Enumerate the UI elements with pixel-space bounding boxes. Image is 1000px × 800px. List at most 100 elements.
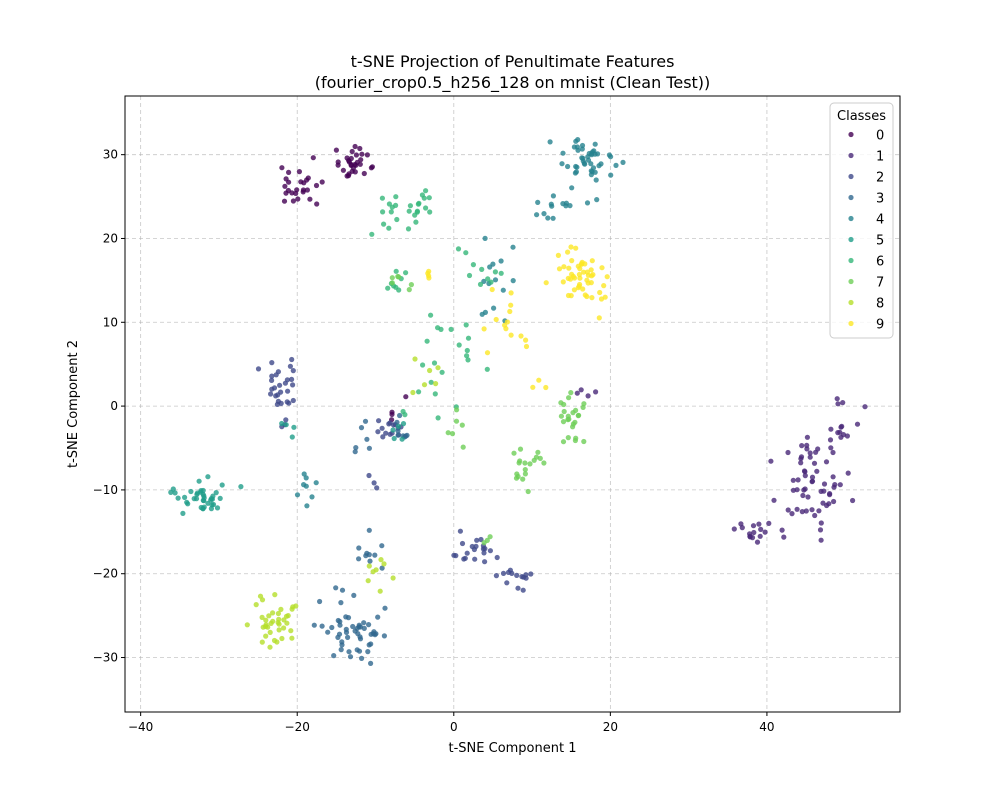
scatter-point-class-3: [338, 600, 344, 606]
scatter-point-class-0: [283, 176, 289, 182]
scatter-point-class-9: [523, 343, 530, 350]
scatter-point-class-3: [375, 614, 381, 620]
scatter-point-class-7: [408, 282, 414, 288]
scatter-point-class-6: [414, 208, 420, 214]
scatter-point-class-8: [276, 616, 282, 622]
scatter-point-class-6: [464, 347, 470, 354]
scatter-point-class-1: [802, 473, 808, 479]
scatter-point-class-9: [508, 302, 514, 308]
scatter-point-class-7: [537, 455, 543, 461]
plot-frame: [124, 95, 901, 713]
scatter-point-class-4: [572, 170, 579, 176]
scatter-point-class-6: [479, 266, 485, 272]
scatter-point-class-3: [347, 654, 354, 660]
scatter-point-class-4: [535, 199, 541, 205]
scatter-point-class-2: [380, 434, 386, 440]
scatter-point-class-0: [282, 183, 288, 189]
scatter-point-class-2: [494, 554, 500, 561]
scatter-point-class-0: [359, 151, 365, 157]
scatter-point-class-2: [271, 385, 278, 391]
scatter-point-class-2: [459, 540, 466, 547]
scatter-point-class-6: [439, 369, 445, 375]
scatter-point-class-6: [492, 269, 498, 275]
scatter-point-class-0: [353, 152, 359, 158]
scatter-point-class-3: [317, 598, 323, 605]
scatter-point-class-6: [498, 270, 504, 276]
y-tick-label: 0: [110, 399, 118, 413]
scatter-point-class-8: [288, 628, 294, 634]
scatter-point-class-9: [597, 289, 603, 296]
scatter-point-class-7: [515, 473, 521, 480]
scatter-point-class-1: [757, 533, 763, 539]
scatter-point-class-9: [573, 245, 579, 251]
scatter-point-class-9: [577, 275, 583, 281]
scatter-point-class-6: [435, 415, 441, 421]
scatter-point-class-6: [393, 268, 399, 274]
legend-label-class-1: 1: [876, 150, 884, 165]
scatter-point-class-7: [487, 534, 493, 540]
scatter-point-class-1: [809, 474, 816, 480]
scatter-point-class-8: [410, 389, 416, 396]
scatter-point-class-0: [403, 394, 409, 400]
scatter-point-class-1: [812, 512, 818, 519]
scatter-point-class-2: [504, 580, 510, 586]
scatter-point-class-5: [210, 501, 217, 508]
scatter-point-class-0: [340, 167, 346, 173]
scatter-point-class-1: [834, 396, 840, 402]
series-class-3: [311, 412, 410, 667]
scatter-point-class-2: [371, 480, 377, 486]
scatter-point-class-0: [307, 196, 313, 202]
scatter-point-class-9: [577, 281, 583, 288]
scatter-point-class-6: [369, 231, 375, 237]
scatter-point-class-2: [474, 537, 480, 543]
scatter-point-class-2: [528, 571, 534, 577]
scatter-point-class-0: [300, 187, 306, 193]
scatter-point-class-7: [449, 431, 456, 437]
scatter-point-class-5: [196, 478, 202, 484]
scatter-point-class-3: [329, 624, 335, 631]
x-tick-label: 40: [759, 720, 774, 734]
scatter-point-class-1: [785, 507, 791, 513]
scatter-point-class-8: [253, 602, 259, 608]
scatter-point-class-4: [606, 152, 613, 158]
scatter-point-class-3: [333, 585, 339, 591]
scatter-point-class-1: [830, 449, 836, 456]
scatter-point-class-5: [283, 422, 289, 428]
scatter-point-class-6: [465, 357, 471, 363]
scatter-point-class-2: [269, 373, 275, 379]
series-class-5: [168, 420, 407, 516]
scatter-point-class-4: [491, 305, 497, 311]
scatter-point-class-0: [310, 155, 316, 161]
scatter-point-class-0: [348, 161, 354, 168]
scatter-point-class-4: [588, 161, 594, 167]
scatter-point-class-4: [500, 287, 506, 293]
scatter-point-class-6: [435, 325, 441, 331]
scatter-point-class-5: [191, 496, 197, 502]
scatter-point-class-2: [290, 368, 296, 374]
scatter-point-class-7: [454, 407, 460, 413]
scatter-point-class-4: [301, 471, 307, 477]
scatter-point-class-1: [845, 470, 851, 476]
scatter-point-class-9: [569, 258, 575, 264]
scatter-point-class-7: [527, 461, 533, 467]
scatter-point-class-0: [354, 159, 360, 165]
scatter-point-class-9: [566, 265, 572, 271]
scatter-point-class-9: [570, 273, 576, 279]
scatter-point-class-4: [579, 142, 586, 149]
scatter-point-class-6: [466, 272, 473, 279]
scatter-point-class-1: [831, 484, 837, 490]
scatter-point-class-7: [389, 280, 395, 286]
scatter-point-class-0: [294, 187, 300, 193]
scatter-point-class-8: [284, 620, 290, 626]
scatter-point-class-4: [620, 159, 626, 165]
scatter-point-class-3: [366, 642, 372, 648]
scatter-point-class-4: [608, 172, 614, 178]
scatter-point-class-1: [827, 491, 833, 497]
scatter-point-class-0: [281, 198, 288, 204]
scatter-point-class-6: [426, 195, 432, 201]
scatter-point-class-3: [382, 605, 388, 611]
legend-label-class-6: 6: [876, 255, 884, 270]
scatter-point-class-1: [828, 445, 834, 451]
scatter-point-class-2: [268, 391, 274, 397]
scatter-point-class-1: [794, 487, 800, 493]
